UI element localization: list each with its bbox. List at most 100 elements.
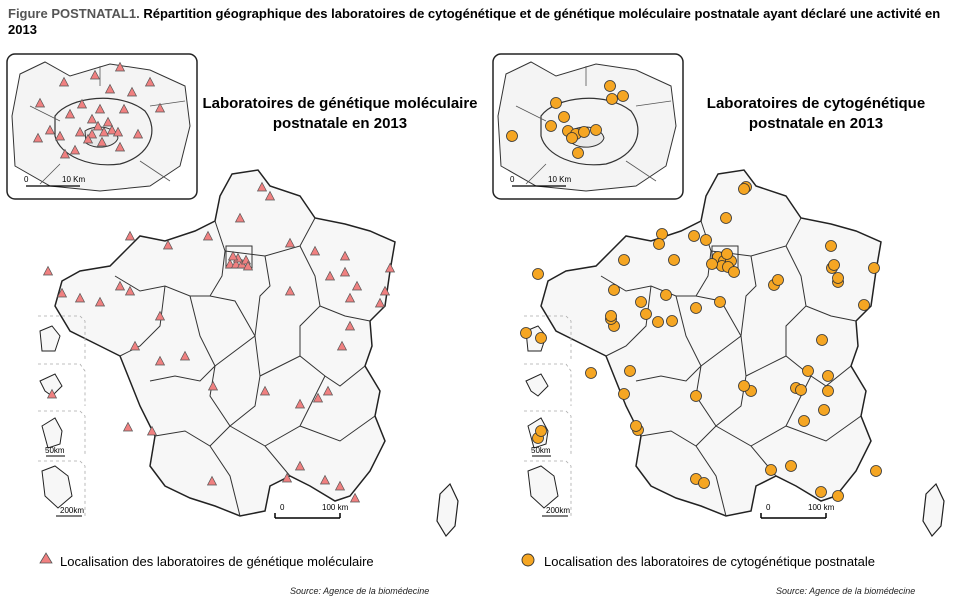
cytogenetics-legend-label: Localisation des laboratoires de cytogén… bbox=[544, 554, 876, 569]
circle-marker-icon bbox=[832, 490, 844, 502]
triangle-marker-icon bbox=[129, 340, 141, 351]
circle-marker-icon bbox=[550, 97, 562, 109]
triangle-marker-icon bbox=[154, 310, 166, 321]
circle-marker-icon bbox=[868, 262, 880, 274]
circle-marker-icon bbox=[635, 296, 647, 308]
corsica-outline bbox=[436, 482, 459, 538]
triangle-marker-icon bbox=[112, 126, 124, 137]
circle-marker-icon bbox=[728, 266, 740, 278]
triangle-marker-icon bbox=[284, 237, 296, 248]
triangle-marker-icon bbox=[82, 133, 94, 144]
triangle-marker-icon bbox=[58, 76, 70, 87]
triangle-marker-icon bbox=[44, 124, 56, 135]
circle-marker-icon bbox=[585, 367, 597, 379]
circle-marker-icon bbox=[798, 415, 810, 427]
inset-scale-label: 10 Km bbox=[548, 175, 571, 184]
cytogenetics-map-title: Laboratoires de cytogénétique postnatale… bbox=[666, 94, 966, 134]
triangle-marker-icon bbox=[104, 83, 116, 94]
circle-marker-icon bbox=[720, 212, 732, 224]
circle-marker-icon bbox=[700, 234, 712, 246]
region-borders bbox=[114, 217, 376, 517]
circle-marker-icon bbox=[825, 240, 837, 252]
circle-marker-icon bbox=[870, 465, 882, 477]
triangle-marker-icon bbox=[179, 350, 191, 361]
circle-marker-icon bbox=[765, 464, 777, 476]
circle-marker-icon bbox=[816, 334, 828, 346]
triangle-marker-icon bbox=[384, 262, 396, 273]
triangle-marker-icon bbox=[86, 113, 98, 124]
circle-marker-icon bbox=[795, 384, 807, 396]
dom-scale-b: 200km bbox=[60, 506, 84, 515]
triangle-marker-icon bbox=[74, 126, 86, 137]
circle-marker-icon bbox=[590, 124, 602, 136]
triangle-marker-icon bbox=[242, 260, 254, 271]
triangle-marker-icon bbox=[114, 141, 126, 152]
triangle-marker-icon bbox=[319, 474, 331, 485]
triangle-marker-icon bbox=[98, 126, 110, 137]
main-scale-zero: 0 bbox=[766, 503, 771, 512]
triangle-marker-icon bbox=[374, 297, 386, 308]
main-scale-label: 100 km bbox=[808, 503, 835, 512]
triangle-marker-icon bbox=[234, 212, 246, 223]
triangle-marker-icon bbox=[64, 108, 76, 119]
overseas-territories bbox=[524, 315, 572, 517]
circle-marker-icon bbox=[832, 272, 844, 284]
overseas-territories bbox=[38, 315, 86, 517]
cytogenetics-map-title-line1: Laboratoires de cytogénétique bbox=[706, 95, 926, 112]
inset-scale-zero: 0 bbox=[510, 175, 515, 184]
triangle-marker-icon bbox=[281, 472, 293, 483]
cytogenetics-map: 0 10 Km bbox=[492, 53, 945, 567]
triangle-marker-icon bbox=[349, 492, 361, 503]
triangle-marker-icon bbox=[344, 320, 356, 331]
triangle-marker-icon bbox=[114, 280, 126, 291]
molecular-map-title-line1: Laboratoires de génétique moléculaire bbox=[202, 95, 478, 112]
circle-marker-icon bbox=[618, 388, 630, 400]
circle-marker-icon bbox=[605, 310, 617, 322]
triangle-marker-icon bbox=[284, 285, 296, 296]
circle-marker-icon bbox=[566, 132, 578, 144]
triangle-marker-icon bbox=[74, 292, 86, 303]
molecular-legend: Localisation des laboratoires de génétiq… bbox=[60, 554, 374, 569]
triangle-marker-icon bbox=[309, 245, 321, 256]
figure-title-text: Répartition géographique des laboratoire… bbox=[8, 6, 941, 37]
circle-marker-icon bbox=[604, 80, 616, 92]
triangle-marker-icon bbox=[114, 61, 126, 72]
triangle-marker-icon bbox=[206, 475, 218, 486]
triangle-marker-icon bbox=[339, 250, 351, 261]
circle-marker-icon bbox=[714, 296, 726, 308]
triangle-marker-icon bbox=[259, 385, 271, 396]
cytogenetics-map-panel: 0 10 Km bbox=[486, 46, 966, 606]
main-scale-zero: 0 bbox=[280, 503, 285, 512]
molecular-legend-label: Localisation des laboratoires de génétiq… bbox=[60, 554, 374, 569]
triangle-marker-icon bbox=[132, 128, 144, 139]
triangle-marker-icon bbox=[146, 425, 158, 436]
figure-title: Figure POSTNATAL1. Répartition géographi… bbox=[8, 6, 958, 38]
circle-marker-icon bbox=[772, 274, 784, 286]
paris-inset-ring bbox=[540, 97, 639, 166]
circle-marker-icon bbox=[506, 130, 518, 142]
triangle-marker-icon bbox=[124, 285, 136, 296]
triangle-marker-icon bbox=[54, 130, 66, 141]
triangle-marker-icon bbox=[202, 230, 214, 241]
triangle-marker-icon bbox=[126, 86, 138, 97]
circle-marker-icon bbox=[738, 380, 750, 392]
dom-scale-a: 50km bbox=[531, 446, 551, 455]
triangle-marker-icon bbox=[42, 265, 54, 276]
triangle-marker-icon bbox=[46, 388, 58, 399]
triangle-marker-icon bbox=[56, 287, 68, 298]
circle-marker-icon bbox=[698, 477, 710, 489]
triangle-marker-icon bbox=[94, 296, 106, 307]
triangle-marker-icon bbox=[324, 270, 336, 281]
inset-scale-zero: 0 bbox=[24, 175, 29, 184]
triangle-marker-icon bbox=[118, 103, 130, 114]
triangle-marker-icon bbox=[94, 103, 106, 114]
triangle-marker-icon bbox=[334, 480, 346, 491]
molecular-map-title-line2: postnatale en 2013 bbox=[272, 115, 408, 132]
triangle-marker-icon bbox=[227, 250, 239, 261]
triangle-marker-icon bbox=[122, 421, 134, 432]
circle-marker-icon bbox=[624, 365, 636, 377]
circle-marker-icon bbox=[706, 258, 718, 270]
legend-circle-marker-icon bbox=[521, 553, 535, 567]
molecular-genetics-map-panel: 0 10 Km bbox=[0, 46, 480, 606]
molecular-lab-markers bbox=[32, 61, 396, 503]
